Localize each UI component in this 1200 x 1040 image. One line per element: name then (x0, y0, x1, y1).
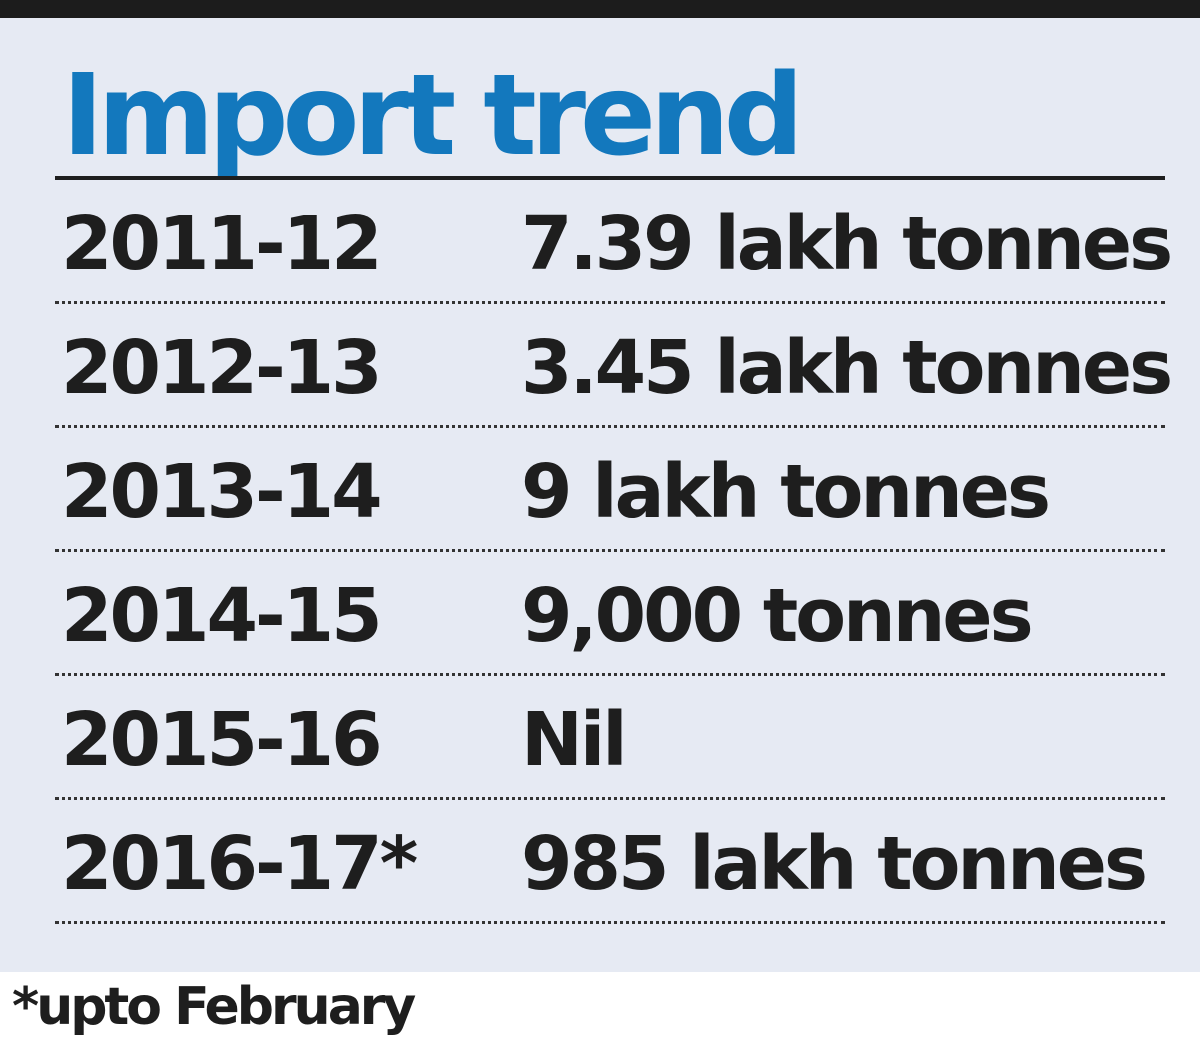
year-cell: 2013-14 (61, 449, 383, 535)
value-cell: Nil (521, 697, 628, 783)
title-divider (55, 176, 1165, 180)
year-cell: 2016-17* (61, 821, 418, 907)
value-cell: 3.45 lakh tonnes (521, 325, 1173, 411)
value-cell: 985 lakh tonnes (521, 821, 1148, 907)
year-cell: 2015-16 (61, 697, 383, 783)
chart-title: Import trend (62, 51, 804, 181)
year-cell: 2014-15 (61, 573, 383, 659)
value-cell: 9 lakh tonnes (521, 449, 1051, 535)
year-cell: 2011-12 (61, 201, 383, 287)
value-cell: 7.39 lakh tonnes (521, 201, 1173, 287)
table-row: 2011-12 7.39 lakh tonnes (55, 180, 1173, 304)
table-row: 2015-16 Nil (55, 676, 1165, 800)
table-row: 2016-17* 985 lakh tonnes (55, 800, 1165, 924)
top-border-bar (0, 0, 1200, 18)
table-row: 2014-15 9,000 tonnes (55, 552, 1165, 676)
value-cell: 9,000 tonnes (521, 573, 1034, 659)
table-row: 2012-13 3.45 lakh tonnes (55, 304, 1173, 428)
table-row: 2013-14 9 lakh tonnes (55, 428, 1165, 552)
footnote: *upto February (12, 977, 416, 1037)
import-table: 2011-12 7.39 lakh tonnes 2012-13 3.45 la… (55, 180, 1173, 924)
year-cell: 2012-13 (61, 325, 383, 411)
